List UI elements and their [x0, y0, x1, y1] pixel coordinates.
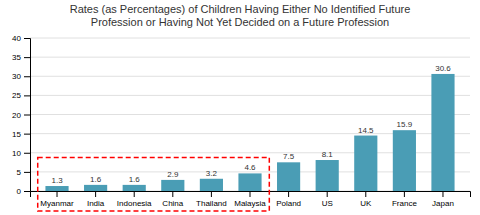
x-tick: India — [87, 191, 105, 208]
bar — [316, 160, 339, 191]
y-axis-line — [24, 39, 31, 192]
data-label: 2.9 — [167, 170, 179, 179]
grid — [30, 38, 470, 191]
y-tick-mark — [24, 57, 30, 58]
data-label: 30.6 — [435, 64, 451, 73]
grid-line — [30, 57, 470, 58]
x-tick-label: India — [87, 199, 105, 208]
x-tick-label: Indonesia — [117, 199, 152, 208]
x-tick-label: Poland — [276, 199, 301, 208]
x-tick-mark — [327, 191, 328, 197]
bars — [45, 74, 454, 191]
bar — [161, 180, 184, 191]
y-tick-label: 40 — [12, 34, 21, 43]
plot: Myanmar India Indonesia China Thailand Malays… — [12, 34, 470, 211]
title: Rates (as Percentages) of Children Havin… — [70, 3, 411, 15]
bar — [431, 74, 454, 191]
x-tick-label: US — [322, 199, 333, 208]
grid-line — [30, 76, 470, 77]
y-tick: 35 — [12, 53, 30, 62]
x-tick: France — [392, 191, 417, 208]
x-tick-label: Myanmar — [40, 199, 74, 208]
y-tick-mark — [24, 95, 30, 96]
bar — [84, 185, 107, 191]
x-tick: Poland — [276, 191, 301, 208]
x-tick-mark — [404, 191, 405, 197]
x-tick-label: UK — [360, 199, 372, 208]
data-label: 3.2 — [206, 169, 218, 178]
y-tick-mark — [24, 134, 30, 135]
x-tick: Indonesia — [117, 191, 152, 208]
x-tick-mark — [134, 191, 135, 197]
y-tick-label: 0 — [17, 187, 22, 196]
data-label: 14.5 — [358, 126, 374, 135]
data-label: 15.9 — [397, 120, 413, 129]
x-tick: Malaysia — [234, 191, 266, 208]
x-tick-label: China — [162, 199, 183, 208]
y-tick: 20 — [12, 111, 30, 120]
y-tick-mark — [24, 191, 30, 192]
bar — [45, 186, 68, 191]
x-tick-label: Thailand — [196, 199, 227, 208]
bar — [123, 185, 146, 191]
y-tick-label: 15 — [12, 130, 21, 139]
x-tick-mark — [211, 191, 212, 197]
y-axis: 0 5 10 15 20 25 30 35 40 — [12, 34, 30, 196]
x-axis-line — [31, 192, 471, 198]
y-tick-label: 25 — [12, 91, 21, 100]
x-tick: US — [322, 191, 333, 208]
grid-line — [30, 38, 470, 39]
y-tick-label: 20 — [12, 111, 21, 120]
grid-line — [30, 95, 470, 96]
x-tick: UK — [360, 191, 372, 208]
x-tick-mark — [172, 191, 173, 197]
x-tick-mark — [250, 191, 251, 197]
x-tick-label: Malaysia — [234, 199, 266, 208]
y-tick-mark — [24, 153, 30, 154]
x-tick-mark — [95, 191, 96, 197]
data-label: 1.6 — [129, 175, 141, 184]
y-tick-label: 35 — [12, 53, 21, 62]
x-tick: Japan — [432, 191, 454, 208]
x-tick: China — [162, 191, 183, 208]
y-tick-mark — [24, 115, 30, 116]
highlight-box — [38, 157, 270, 211]
y-tick: 30 — [12, 72, 30, 81]
data-label: 1.6 — [90, 175, 102, 184]
y-tick-mark — [24, 38, 30, 39]
y-tick-label: 10 — [12, 149, 21, 158]
data-label: 7.5 — [283, 152, 295, 161]
bar — [238, 173, 261, 191]
x-tick: Thailand — [196, 191, 227, 208]
subtitle: Profession or Having Not Yet Decided on … — [91, 16, 389, 28]
y-tick: 15 — [12, 130, 30, 139]
data-label: 1.3 — [51, 176, 63, 185]
y-tick-label: 5 — [17, 168, 22, 177]
data-label: 8.1 — [322, 150, 334, 159]
bar — [277, 162, 300, 191]
y-tick: 10 — [12, 149, 30, 158]
x-tick-mark — [442, 191, 443, 197]
y-tick-mark — [24, 172, 30, 173]
x-tick: Myanmar — [40, 191, 74, 208]
y-tick: 0 — [17, 187, 30, 196]
y-tick-mark — [24, 76, 30, 77]
y-tick-label: 30 — [12, 72, 21, 81]
x-tick-mark — [57, 191, 58, 197]
x-tick-label: France — [392, 199, 417, 208]
y-tick: 40 — [12, 34, 30, 43]
x-tick-mark — [288, 191, 289, 197]
data-label: 4.6 — [244, 163, 256, 172]
grid-line — [30, 114, 470, 115]
data-labels: 1.3 1.6 1.6 2.9 3.2 4.6 7.5 8.1 14.5 15.9 30.6 — [51, 64, 451, 185]
y-tick: 5 — [17, 168, 30, 177]
bar — [354, 136, 377, 191]
bar — [393, 130, 416, 191]
x-tick-label: Japan — [432, 199, 454, 208]
y-tick: 25 — [12, 91, 30, 100]
bar — [200, 179, 223, 191]
chart: Rates (as Percentages) of Children Havin… — [0, 0, 480, 215]
x-tick-mark — [365, 191, 366, 197]
x-axis: Myanmar India Indonesia China Thailand Malays… — [31, 191, 471, 208]
